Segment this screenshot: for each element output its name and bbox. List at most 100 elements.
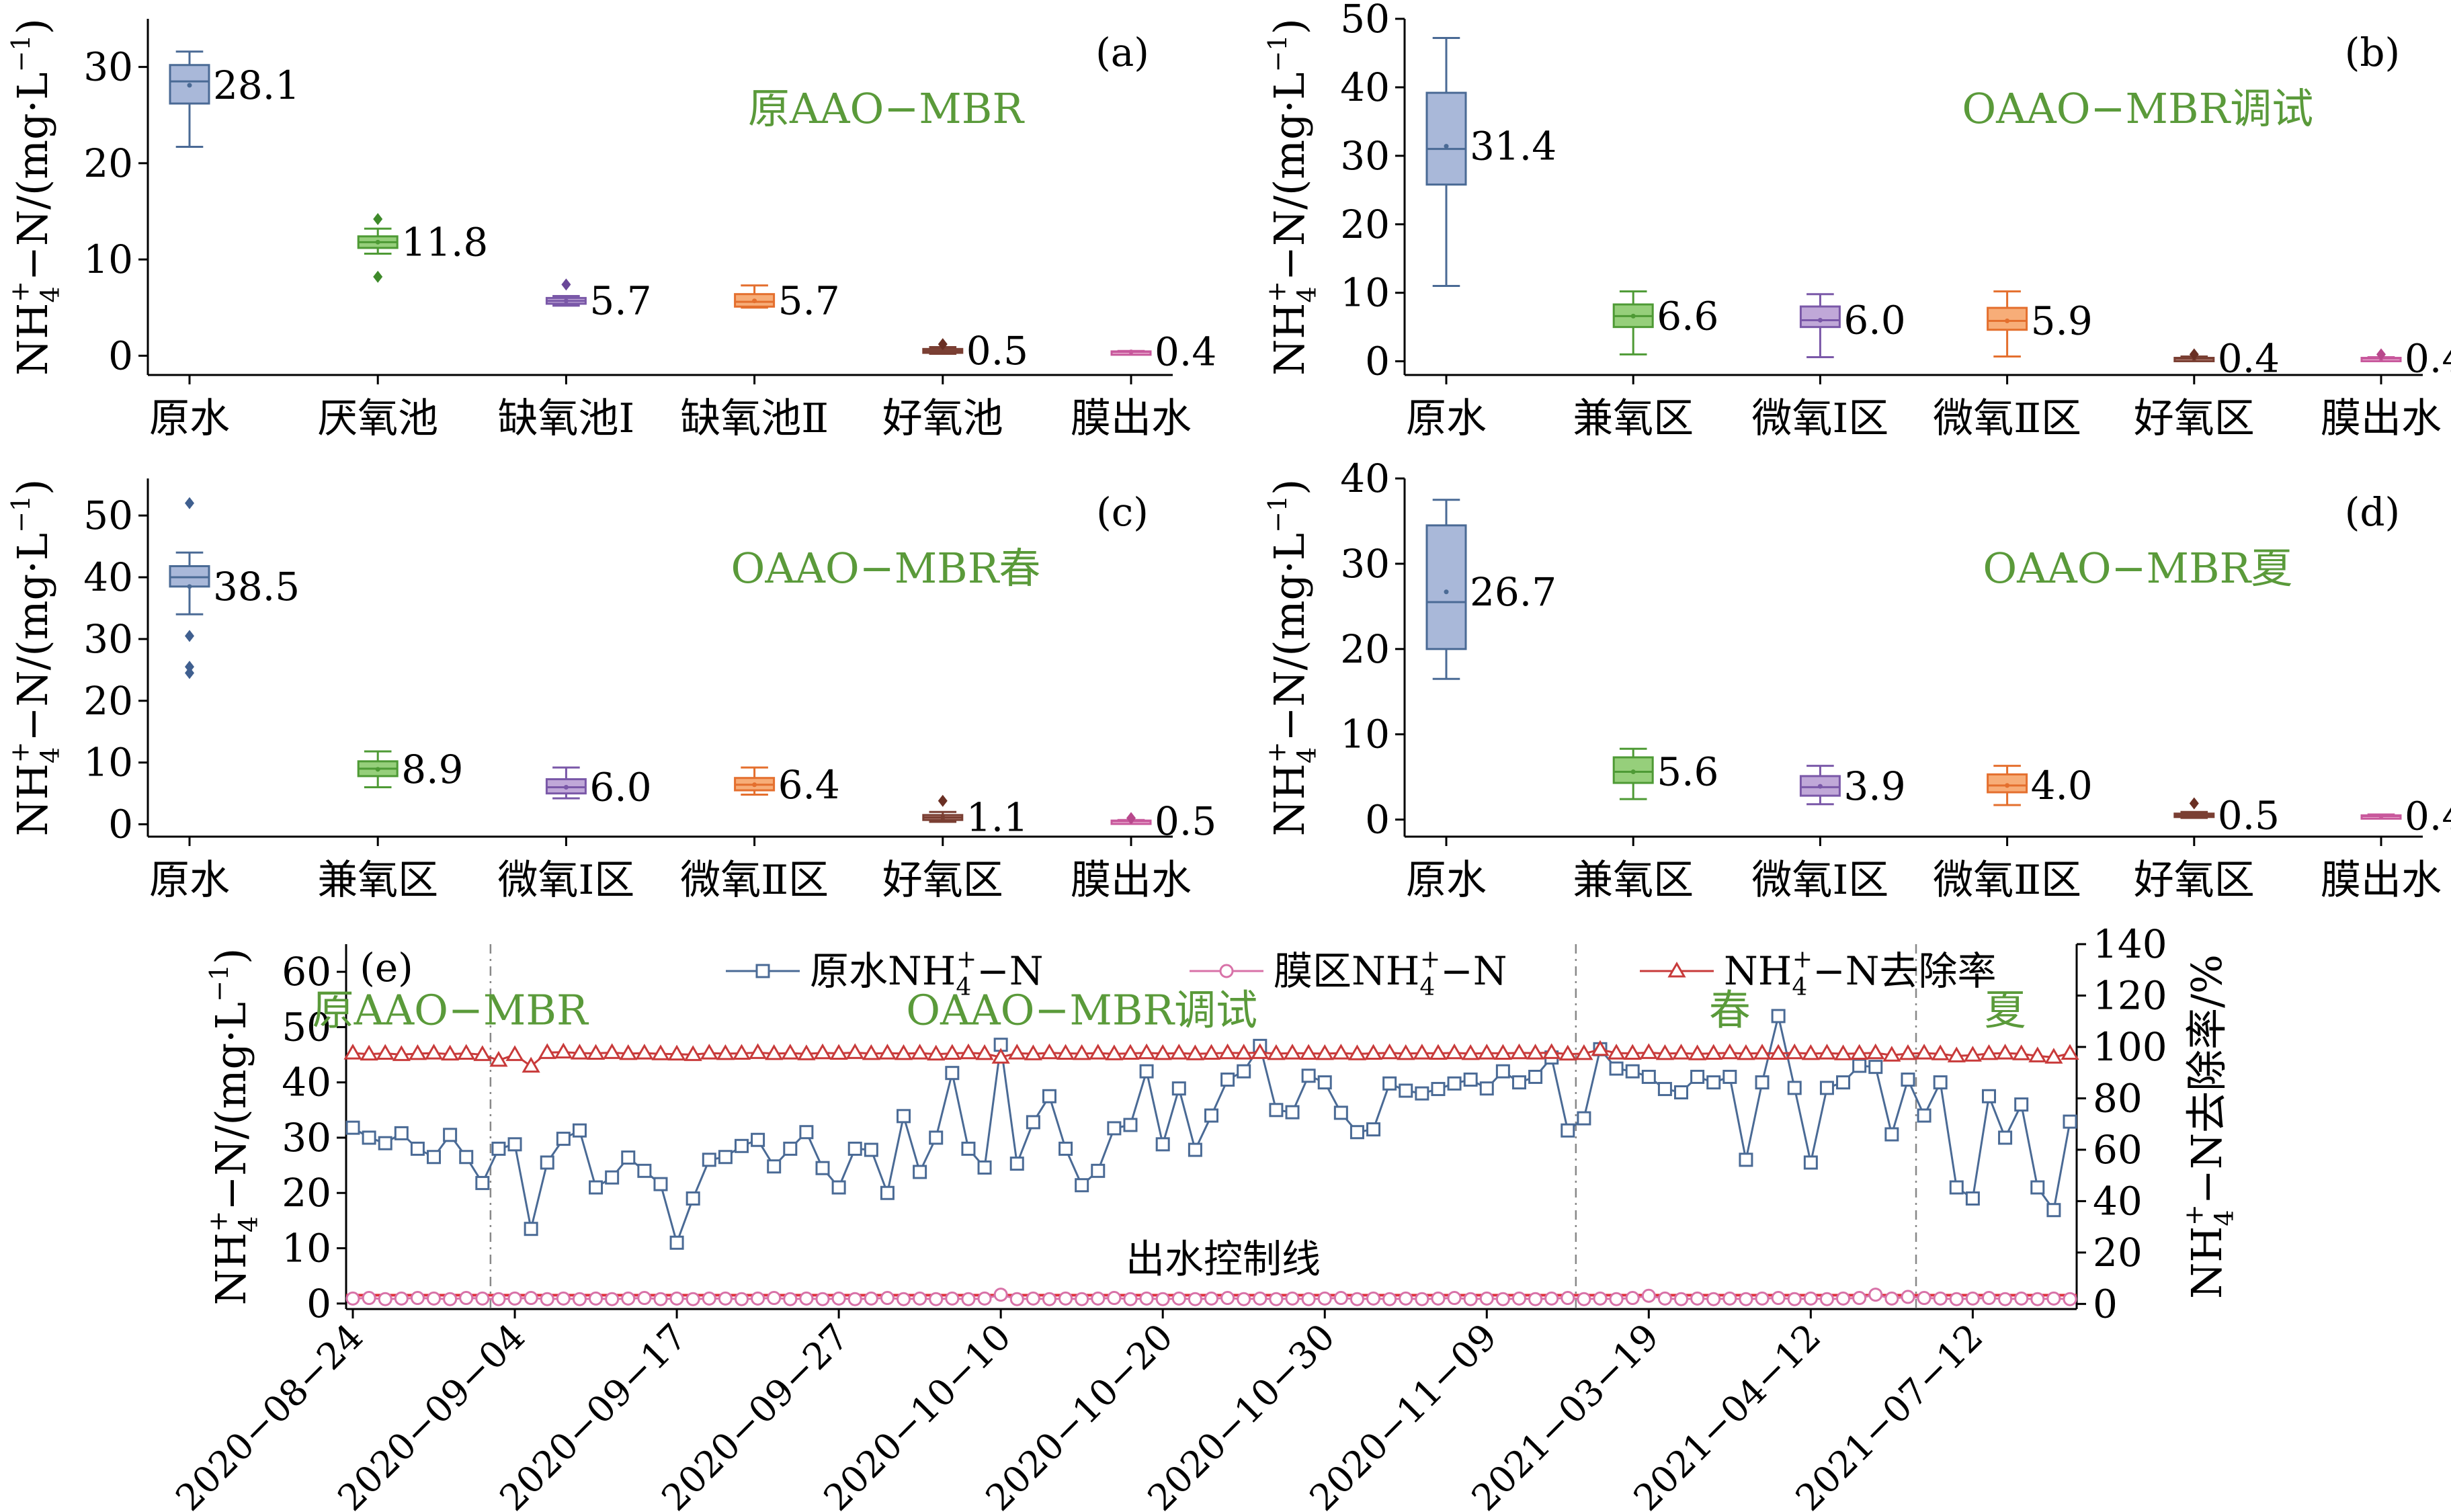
point-triangle xyxy=(1007,1044,1026,1060)
point-circle xyxy=(1901,1290,1915,1304)
point-triangle xyxy=(473,1045,492,1061)
y-tick-label: 50 xyxy=(282,1004,331,1050)
point-circle xyxy=(961,1292,976,1306)
point-triangle xyxy=(943,1044,962,1060)
point-triangle xyxy=(1671,1044,1691,1060)
point-circle xyxy=(1349,1292,1364,1306)
point-circle xyxy=(718,1291,733,1306)
point-triangle xyxy=(1169,1044,1188,1060)
point-square xyxy=(1868,1060,1883,1075)
point-triangle xyxy=(1509,1043,1529,1060)
y-tick-label: 30 xyxy=(83,44,133,90)
point-square xyxy=(897,1109,911,1124)
point-square xyxy=(1285,1105,1300,1120)
point-circle xyxy=(1463,1292,1478,1306)
category-label: 微氧Ⅰ区 xyxy=(1752,395,1889,442)
mean-label: 8.9 xyxy=(401,747,463,792)
point-circle xyxy=(2014,1291,2029,1306)
point-circle xyxy=(1965,1291,1980,1306)
point-triangle xyxy=(1947,1046,1966,1062)
point-triangle xyxy=(1963,1046,1982,1062)
box-5: 0.5 xyxy=(1110,798,1216,844)
y-tick-label: 0 xyxy=(1365,797,1390,843)
point-circle xyxy=(1204,1291,1218,1306)
point-triangle xyxy=(441,1044,460,1061)
point-triangle xyxy=(1397,1044,1415,1060)
series-2 xyxy=(343,1040,2079,1073)
y-tick-label: 10 xyxy=(83,237,133,282)
box-mean-point xyxy=(2005,783,2010,788)
point-square xyxy=(1625,1064,1640,1079)
point-triangle xyxy=(927,1044,946,1061)
point-square xyxy=(1317,1075,1332,1090)
y-tick-label: 20 xyxy=(83,678,133,724)
point-triangle xyxy=(1461,1044,1480,1060)
point-triangle xyxy=(1251,1043,1270,1059)
point-triangle xyxy=(975,1044,994,1060)
point-square xyxy=(702,1152,716,1167)
y-tick-label: 10 xyxy=(1340,712,1390,757)
point-circle xyxy=(1641,1288,1656,1303)
outlier-point xyxy=(185,667,194,679)
point-triangle xyxy=(2061,1044,2079,1060)
y-tick-label-right: 0 xyxy=(2093,1281,2118,1327)
point-circle xyxy=(507,1291,522,1306)
point-square xyxy=(1674,1085,1689,1099)
panel-title: OAAO−MBR春 xyxy=(731,544,1041,593)
point-circle xyxy=(1026,1291,1040,1306)
point-square xyxy=(2063,1114,2077,1129)
outlier-point xyxy=(185,497,194,509)
point-square xyxy=(1382,1076,1397,1091)
point-circle xyxy=(1091,1291,1106,1306)
point-triangle xyxy=(683,1045,702,1061)
mean-label: 6.4 xyxy=(778,762,840,808)
point-square xyxy=(929,1130,944,1145)
point-triangle xyxy=(1801,1044,1820,1060)
mean-label: 11.8 xyxy=(401,219,488,265)
box-mean-point xyxy=(752,298,757,304)
box-2: 6.0 xyxy=(545,764,652,810)
point-circle xyxy=(1058,1291,1073,1306)
box-5: 0.4 xyxy=(2360,794,2451,839)
point-triangle xyxy=(343,1044,362,1060)
point-square xyxy=(1690,1069,1705,1084)
point-triangle xyxy=(1315,1044,1334,1060)
point-circle xyxy=(1706,1292,1721,1306)
control-line-label: 出水控制线 xyxy=(1126,1236,1321,1282)
point-square xyxy=(1528,1069,1543,1084)
y-tick-label-right: 100 xyxy=(2093,1024,2167,1070)
legend-label: 原水NH4+​−N xyxy=(810,946,1043,1001)
mean-label: 0.5 xyxy=(2218,792,2280,838)
point-circle xyxy=(1803,1291,1818,1306)
point-circle xyxy=(540,1292,554,1306)
point-square xyxy=(1220,1073,1235,1087)
category-label: 原水 xyxy=(149,395,230,442)
box-5: 0.4 xyxy=(1110,329,1216,375)
point-circle xyxy=(1431,1291,1446,1306)
category-label: 缺氧池Ⅱ xyxy=(680,395,829,442)
point-triangle xyxy=(862,1044,880,1060)
mean-label: 0.5 xyxy=(1155,798,1216,844)
mean-label: 6.0 xyxy=(589,764,651,810)
point-circle xyxy=(1609,1292,1624,1306)
box-0: 26.7 xyxy=(1425,499,1556,680)
point-circle xyxy=(1382,1292,1397,1306)
point-triangle xyxy=(489,1050,508,1067)
point-square xyxy=(1333,1105,1348,1120)
point-circle xyxy=(345,1291,360,1306)
point-square xyxy=(1641,1069,1656,1084)
point-triangle xyxy=(554,1042,573,1059)
point-triangle xyxy=(1040,1043,1059,1060)
point-circle xyxy=(475,1291,490,1306)
box-1: 8.9 xyxy=(357,747,463,792)
point-square xyxy=(1706,1075,1721,1090)
point-square xyxy=(1479,1081,1494,1096)
y-tick-label: 10 xyxy=(1340,270,1390,316)
point-triangle xyxy=(1720,1043,1739,1060)
y-tick-label: 30 xyxy=(282,1115,331,1161)
box-3: 6.4 xyxy=(734,762,840,808)
point-circle xyxy=(1852,1291,1867,1306)
point-circle xyxy=(605,1292,620,1306)
y-axis-label-left: NH4+​−N/(mg·L−1​) xyxy=(204,948,263,1306)
point-triangle xyxy=(1667,962,1686,978)
